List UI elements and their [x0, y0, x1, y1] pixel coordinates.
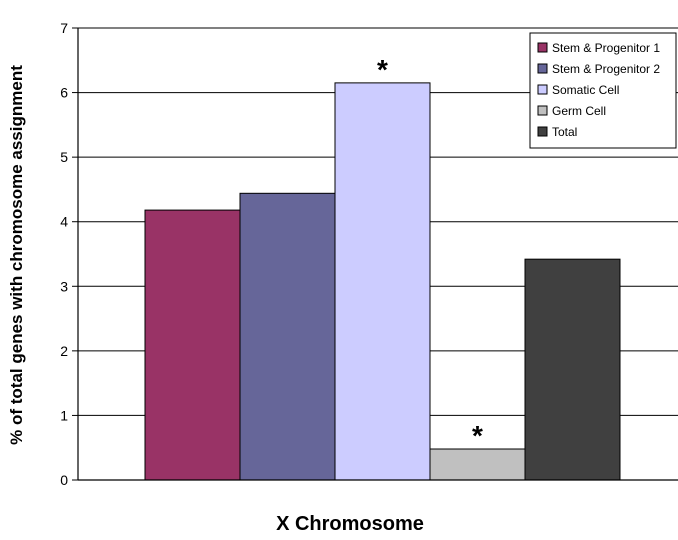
- y-tick-label: 1: [60, 407, 68, 423]
- y-tick-label: 6: [60, 85, 68, 101]
- legend-label: Stem & Progenitor 2: [552, 62, 660, 76]
- y-tick-label: 3: [60, 278, 68, 294]
- legend: Stem & Progenitor 1 Stem & Progenitor 2 So…: [529, 32, 677, 149]
- legend-swatch: [537, 84, 548, 95]
- significance-asterisk: *: [377, 54, 388, 85]
- bar-stem-progenitor-1: [144, 209, 241, 481]
- legend-label: Total: [552, 125, 577, 139]
- y-tick-label: 2: [60, 343, 68, 359]
- y-tick-label: 4: [60, 214, 68, 230]
- legend-label: Somatic Cell: [552, 83, 619, 97]
- significance-asterisk: *: [472, 420, 483, 451]
- legend-box: [529, 32, 677, 149]
- legend-label: Stem & Progenitor 1: [552, 41, 660, 55]
- bar-germ-cell: [429, 448, 526, 481]
- x-axis-label: X Chromosome: [276, 513, 424, 535]
- y-axis-label: % of total genes with chromosome assignm…: [7, 65, 26, 445]
- legend-swatch: [537, 105, 548, 116]
- bar-stem-progenitor-2: [239, 192, 336, 481]
- axes: [77, 28, 678, 481]
- y-axis-ticks: 0 1 2 3 4 5 6 7: [60, 20, 78, 488]
- legend-swatch: [537, 63, 548, 74]
- legend-label: Germ Cell: [552, 104, 606, 118]
- y-tick-label: 5: [60, 149, 68, 165]
- legend-swatch: [537, 126, 548, 137]
- bar-somatic-cell: [334, 82, 431, 481]
- y-tick-label: 0: [60, 472, 68, 488]
- legend-swatch: [537, 42, 548, 53]
- y-tick-label: 7: [60, 20, 68, 36]
- annotations: **: [377, 54, 483, 451]
- bar-total: [524, 258, 621, 481]
